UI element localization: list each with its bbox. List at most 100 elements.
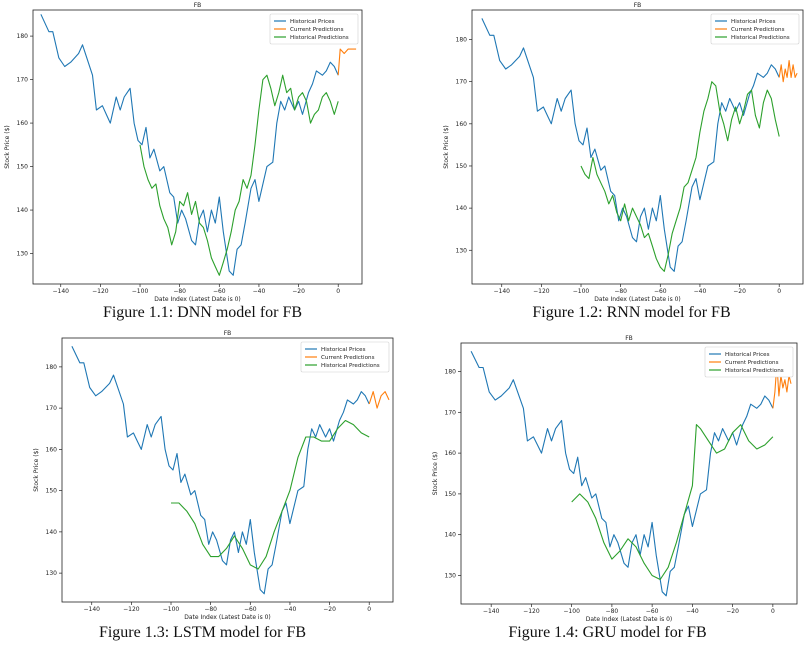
y-tick-label: 160	[46, 446, 58, 453]
historical-predictions-line	[580, 81, 780, 272]
y-tick-label: 130	[46, 570, 58, 577]
historical-predictions-line	[571, 424, 774, 581]
historical-prices-line	[71, 346, 370, 595]
x-tick-label: −140	[53, 288, 70, 295]
x-tick-label: −140	[483, 608, 500, 615]
legend-entry: Historical Prices	[725, 352, 770, 358]
plot-lines-gru	[470, 350, 792, 597]
x-tick-label: −40	[284, 606, 297, 613]
x-tick-label: −20	[733, 288, 746, 295]
y-tick-label: 150	[445, 491, 457, 498]
legend-frame	[704, 346, 794, 378]
y-axis-label: Stock Price ($)	[432, 452, 439, 496]
x-tick-label: −60	[646, 608, 659, 615]
x-tick-label: −120	[123, 606, 140, 613]
x-tick-label: −100	[163, 606, 180, 613]
x-tick-label: −40	[694, 288, 707, 295]
x-tick-label: 0	[336, 288, 340, 295]
x-tick-label: −60	[654, 288, 667, 295]
x-tick-label: −20	[726, 608, 739, 615]
x-tick-label: 0	[777, 288, 781, 295]
legend-entry: Current Predictions	[725, 360, 779, 366]
y-tick-label: 180	[46, 364, 58, 371]
legend-entry: Historical Prices	[731, 19, 776, 25]
historical-predictions-line	[139, 74, 339, 276]
chart-title: FB	[224, 330, 232, 337]
y-tick-label: 130	[456, 247, 468, 254]
x-tick-label: −80	[204, 606, 217, 613]
legend-entry: Current Predictions	[321, 355, 375, 361]
x-tick-label: −100	[132, 288, 149, 295]
y-tick-label: 130	[445, 572, 457, 579]
x-tick-label: −120	[92, 288, 109, 295]
x-tick-label: −60	[213, 288, 226, 295]
x-tick-label: −60	[244, 606, 257, 613]
axes-frame	[32, 9, 363, 285]
legend-entry: Historical Prices	[290, 19, 335, 25]
x-axis-label: Date Index (Latest Date is 0)	[184, 614, 271, 621]
x-tick-label: −80	[606, 608, 619, 615]
caption-rnn: Figure 1.2: RNN model for FB	[532, 304, 731, 321]
y-tick-label: 160	[445, 450, 457, 457]
historical-predictions-line	[171, 419, 370, 570]
y-tick-label: 140	[445, 532, 457, 539]
legend-frame	[710, 13, 800, 45]
x-tick-label: −120	[533, 288, 550, 295]
x-tick-label: −20	[323, 606, 336, 613]
chart-dnn: FB −140 −120 −100 −80 −60 −40 −20 0 130 140 150 160 1…	[4, 2, 363, 303]
legend: Historical Prices Current Predictions Hist…	[704, 346, 794, 378]
legend-entry: Historical Prices	[321, 347, 366, 353]
caption-dnn: Figure 1.1: DNN model for FB	[102, 304, 303, 321]
legend-entry: Historical Predictions	[290, 35, 349, 41]
y-tick-label: 130	[17, 251, 29, 258]
chart-rnn: FB −140 −120 −100 −80 −60 −40 −20 0 130 140 150 160 1…	[443, 2, 804, 303]
legend-frame	[300, 341, 390, 373]
legend: Historical Prices Current Predictions Hist…	[300, 341, 390, 373]
x-tick-label: −40	[686, 608, 699, 615]
chart-lstm: FB −140 −120 −100 −80 −60 −40 −20 0 130 140 150 160 1…	[33, 330, 394, 621]
caption-lstm: Figure 1.3: LSTM model for FB	[98, 624, 307, 641]
figure-panel-rnn: FB −140 −120 −100 −80 −60 −40 −20 0 130 140 150 160 1…	[405, 0, 810, 325]
x-axis-label: Date Index (Latest Date is 0)	[586, 616, 673, 623]
y-axis-label: Stock Price ($)	[33, 448, 40, 492]
y-tick-label: 150	[46, 488, 58, 495]
y-tick-label: 170	[17, 77, 29, 84]
y-tick-label: 180	[456, 37, 468, 44]
historical-prices-line	[470, 350, 774, 597]
y-tick-label: 170	[46, 405, 58, 412]
y-axis-label: Stock Price ($)	[4, 125, 11, 169]
y-tick-label: 150	[456, 163, 468, 170]
legend-entry: Historical Predictions	[725, 368, 784, 374]
axes-frame	[471, 9, 804, 285]
chart-gru: FB −140 −120 −100 −80 −60 −40 −20 0 130 140 150 160 1…	[432, 335, 798, 623]
x-tick-label: 0	[771, 608, 775, 615]
y-tick-label: 170	[445, 409, 457, 416]
y-tick-label: 160	[17, 120, 29, 127]
current-predictions-line	[772, 362, 792, 409]
y-tick-label: 180	[17, 33, 29, 40]
y-tick-label: 140	[456, 205, 468, 212]
current-predictions-line	[368, 391, 390, 409]
x-tick-label: 0	[367, 606, 371, 613]
y-tick-label: 150	[17, 164, 29, 171]
x-tick-label: −120	[523, 608, 540, 615]
x-axis-label: Date Index (Latest Date is 0)	[594, 296, 681, 303]
legend: Historical Prices Current Predictions Hist…	[710, 13, 800, 45]
chart-title: FB	[625, 335, 633, 342]
legend-entry: Historical Predictions	[321, 363, 380, 369]
x-tick-label: −100	[563, 608, 580, 615]
y-axis-label: Stock Price ($)	[443, 125, 450, 169]
current-predictions-line	[337, 48, 357, 76]
legend-frame	[269, 13, 359, 45]
historical-prices-line	[481, 18, 780, 272]
x-tick-label: −100	[573, 288, 590, 295]
figure-panel-lstm: FB −140 −120 −100 −80 −60 −40 −20 0 130 140 150 160 1…	[0, 326, 405, 651]
chart-title: FB	[634, 2, 642, 9]
legend: Historical Prices Current Predictions Hist…	[269, 13, 359, 45]
x-tick-label: −140	[493, 288, 510, 295]
axes-frame	[460, 342, 798, 605]
current-predictions-line	[778, 60, 798, 83]
x-axis-label: Date Index (Latest Date is 0)	[154, 296, 241, 303]
chart-title: FB	[194, 2, 202, 9]
x-tick-label: −80	[614, 288, 627, 295]
